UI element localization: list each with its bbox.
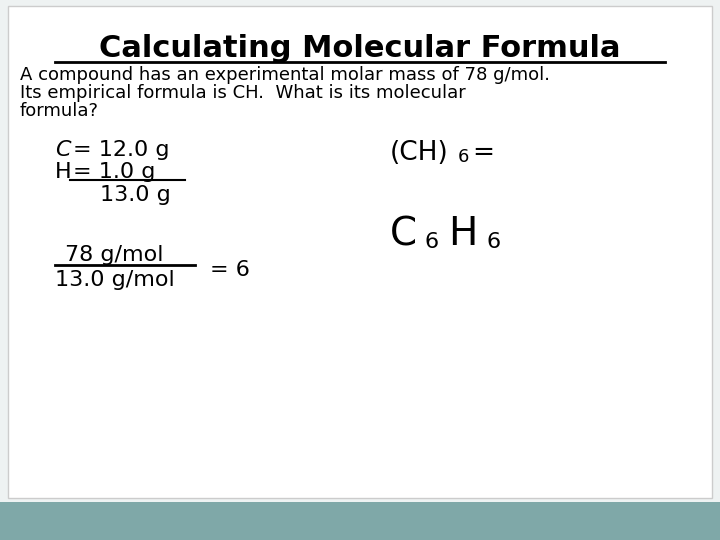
Text: 13.0 g: 13.0 g: [100, 185, 171, 205]
Text: H: H: [55, 162, 71, 182]
Text: C: C: [390, 215, 417, 253]
Text: Its empirical formula is CH.  What is its molecular: Its empirical formula is CH. What is its…: [20, 84, 466, 102]
Text: 78 g/mol: 78 g/mol: [65, 245, 163, 265]
Text: H: H: [448, 215, 477, 253]
Text: 13.0 g/mol: 13.0 g/mol: [55, 270, 175, 290]
Text: = 6: = 6: [210, 260, 250, 280]
Text: 6: 6: [458, 148, 469, 166]
Text: A compound has an experimental molar mass of 78 g/mol.: A compound has an experimental molar mas…: [20, 66, 550, 84]
Text: =: =: [472, 140, 494, 166]
Bar: [0, 502, 720, 540]
Text: formula?: formula?: [20, 102, 99, 120]
Text: 6: 6: [487, 232, 501, 252]
Text: = 1.0 g: = 1.0 g: [73, 162, 156, 182]
Text: (CH): (CH): [390, 140, 449, 166]
Text: 6: 6: [425, 232, 439, 252]
Text: $\mathit{C}$: $\mathit{C}$: [55, 140, 73, 160]
Text: = 12.0 g: = 12.0 g: [73, 140, 169, 160]
Text: Calculating Molecular Formula: Calculating Molecular Formula: [99, 34, 621, 63]
